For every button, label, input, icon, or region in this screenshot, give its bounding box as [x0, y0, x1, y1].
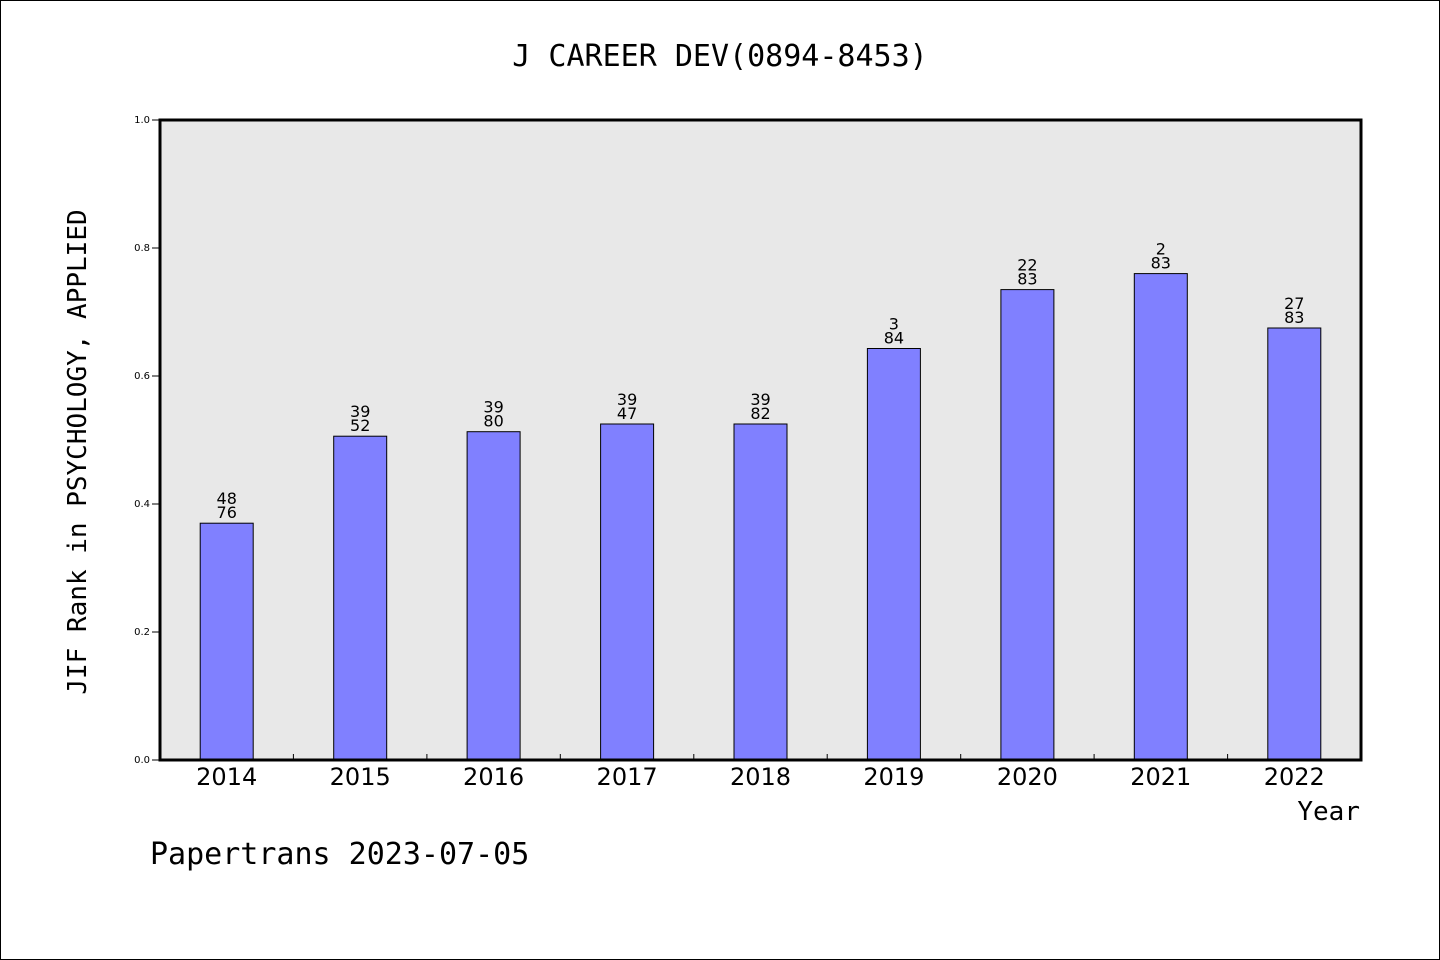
- bar-label-top-2017: 39: [617, 390, 637, 409]
- bar-2022: [1267, 327, 1322, 761]
- bar-2015: [333, 435, 388, 761]
- bar-label-top-2020: 22: [1017, 256, 1037, 275]
- x-tick-label-2021: 2021: [1130, 763, 1191, 791]
- bar-label-top-2015: 39: [350, 402, 370, 421]
- bar-2019: [866, 348, 921, 761]
- bar-label-top-2019: 3: [889, 315, 899, 334]
- bar-2016: [466, 431, 521, 761]
- bar-label-bottom-2022: 83: [1284, 308, 1304, 327]
- x-tick-label-2015: 2015: [330, 763, 391, 791]
- chart-title: J CAREER DEV(0894-8453): [512, 39, 927, 74]
- bar-label-top-2014: 48: [217, 489, 237, 508]
- bar-2014: [199, 522, 254, 761]
- bar-label-bottom-2016: 80: [483, 412, 503, 431]
- y-tick-label: 1.0: [134, 115, 150, 126]
- y-axis-label: JIF Rank in PSYCHOLOGY, APPLIED: [63, 209, 93, 694]
- y-tick-label: 0.8: [134, 243, 150, 254]
- bar-label-bottom-2014: 76: [217, 503, 237, 522]
- bar-label-bottom-2021: 83: [1151, 254, 1171, 273]
- bar-label-top-2016: 39: [483, 398, 503, 417]
- bar-label-bottom-2019: 84: [884, 329, 904, 348]
- bar-label-top-2022: 27: [1284, 294, 1304, 313]
- x-axis: 2014 2015 2016 2017 2018 2019 2020 2021 2022: [196, 754, 1325, 791]
- plot-border: [158, 118, 1363, 762]
- x-tick-label-2022: 2022: [1264, 763, 1325, 791]
- bar-label-bottom-2018: 82: [750, 404, 770, 423]
- x-tick-label-2016: 2016: [463, 763, 524, 791]
- x-tick-label-2019: 2019: [863, 763, 924, 791]
- bars-group: [199, 273, 1322, 761]
- bar-2018: [733, 423, 788, 761]
- bar-label-bottom-2015: 52: [350, 416, 370, 435]
- x-tick-label-2017: 2017: [597, 763, 658, 791]
- bar-label-top-2018: 39: [750, 390, 770, 409]
- y-tick-label: 0.6: [134, 371, 150, 382]
- bar-2020: [1000, 289, 1055, 761]
- y-tick-label: 0.0: [134, 755, 150, 766]
- x-axis-label: Year: [1297, 797, 1360, 827]
- y-tick-label: 0.2: [134, 627, 150, 638]
- x-tick-label-2018: 2018: [730, 763, 791, 791]
- x-tick-label-2020: 2020: [997, 763, 1058, 791]
- y-tick-label: 0.4: [134, 499, 150, 510]
- footer-text: Papertrans 2023-07-05: [150, 837, 529, 872]
- bar-label-bottom-2020: 83: [1017, 270, 1037, 289]
- bar-2017: [600, 423, 655, 761]
- x-tick-label-2014: 2014: [196, 763, 257, 791]
- bar-label-top-2021: 2: [1156, 240, 1166, 259]
- bar-label-bottom-2017: 47: [617, 404, 637, 423]
- bar-2021: [1133, 273, 1188, 761]
- y-axis: 0.0 0.2 0.4 0.6 0.8 1.0: [134, 115, 160, 766]
